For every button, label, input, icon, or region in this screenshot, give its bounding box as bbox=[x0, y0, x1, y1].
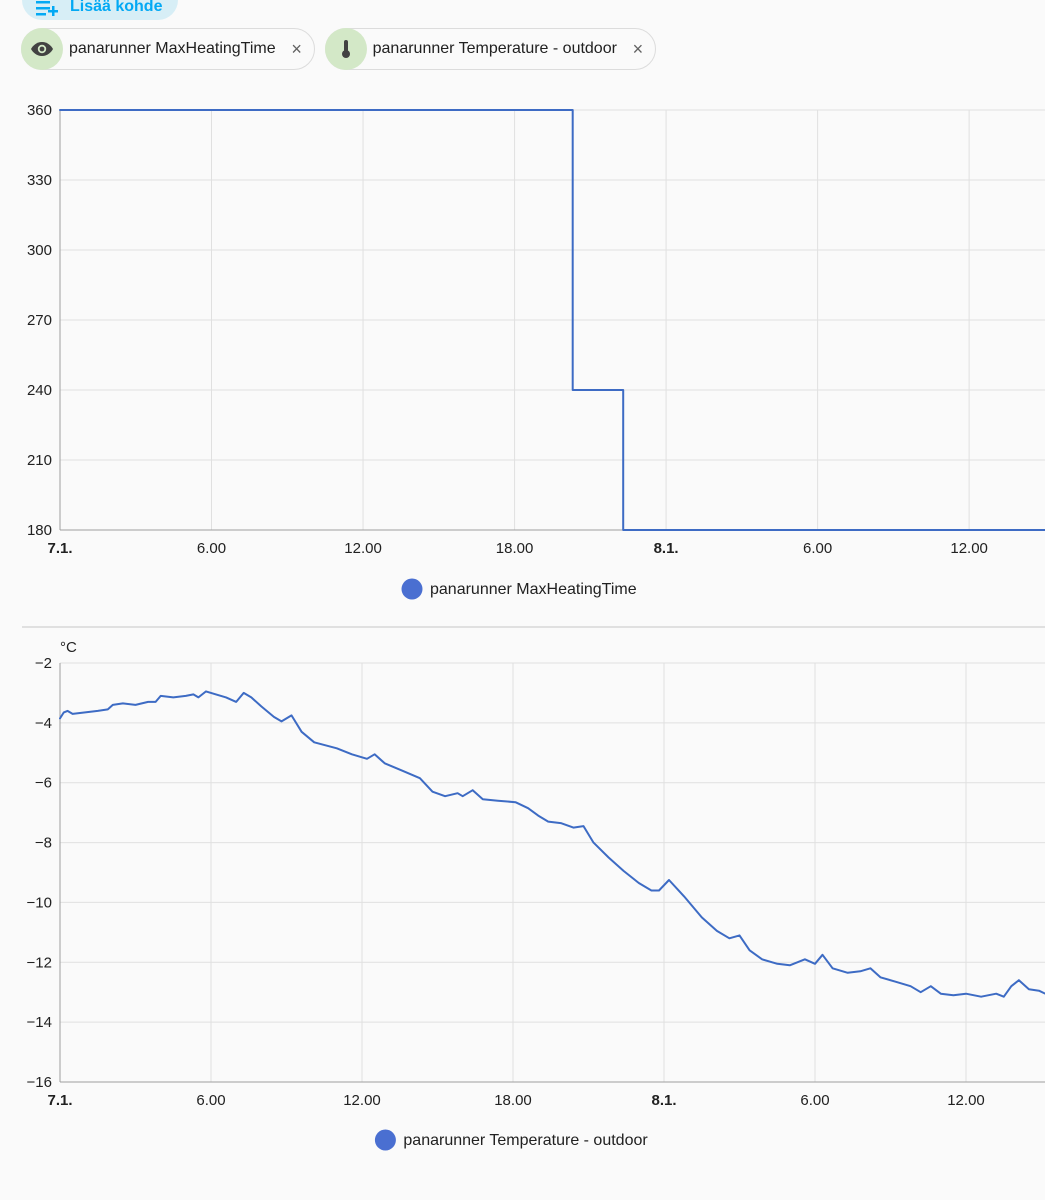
y-tick-label: 210 bbox=[27, 452, 52, 469]
entity-chips: panarunner MaxHeatingTime × panarunner T… bbox=[21, 28, 656, 70]
x-tick-label: 7.1. bbox=[47, 1092, 72, 1109]
max-heating-time-chart: 180 210 240 270 300 330 360 7.1. 6.00 12.00 18.00 8… bbox=[27, 102, 1045, 600]
close-icon[interactable]: × bbox=[632, 39, 644, 59]
legend-label: panarunner MaxHeatingTime bbox=[430, 581, 637, 598]
chart-divider bbox=[22, 626, 1045, 628]
y-tick-label: 360 bbox=[27, 102, 52, 119]
close-icon[interactable]: × bbox=[291, 39, 302, 59]
x-tick-label: 18.00 bbox=[496, 540, 534, 557]
y-tick-label: 270 bbox=[27, 312, 52, 329]
x-tick-label: 12.00 bbox=[344, 540, 382, 557]
x-tick-label: 8.1. bbox=[654, 540, 679, 557]
x-tick-label: 6.00 bbox=[803, 540, 832, 557]
eye-icon bbox=[21, 28, 63, 70]
x-tick-label: 12.00 bbox=[950, 540, 988, 557]
legend-dot bbox=[374, 1129, 396, 1151]
add-list-icon bbox=[36, 0, 62, 16]
x-tick-label: 8.1. bbox=[651, 1092, 676, 1109]
x-tick-label: 6.00 bbox=[196, 1092, 225, 1109]
y-tick-label: −6 bbox=[35, 775, 52, 792]
add-target-button[interactable]: Lisää kohde bbox=[22, 0, 179, 20]
series-line bbox=[59, 690, 1045, 998]
x-tick-label: 12.00 bbox=[343, 1092, 381, 1109]
y-tick-label: 300 bbox=[27, 242, 52, 259]
y-unit-label: °C bbox=[60, 639, 77, 656]
thermometer-icon bbox=[324, 28, 367, 70]
series-line bbox=[59, 109, 1045, 531]
x-tick-label: 12.00 bbox=[947, 1092, 985, 1109]
y-tick-label: −4 bbox=[35, 715, 52, 732]
y-tick-label: 180 bbox=[27, 522, 52, 539]
y-tick-label: −2 bbox=[35, 655, 52, 672]
entity-chip-max-heating-time[interactable]: panarunner MaxHeatingTime × bbox=[21, 28, 315, 70]
y-tick-label: 330 bbox=[27, 172, 52, 189]
chip-label: panarunner MaxHeatingTime bbox=[69, 40, 276, 57]
chip-label: panarunner Temperature - outdoor bbox=[372, 40, 617, 57]
x-tick-label: 18.00 bbox=[494, 1092, 532, 1109]
legend-dot bbox=[401, 578, 423, 600]
x-tick-label: 6.00 bbox=[197, 540, 226, 557]
y-tick-label: −8 bbox=[35, 835, 52, 852]
entity-chip-temperature-outdoor[interactable]: panarunner Temperature - outdoor × bbox=[324, 28, 656, 70]
y-tick-label: −16 bbox=[27, 1074, 52, 1091]
x-tick-label: 7.1. bbox=[47, 540, 72, 557]
y-tick-label: 240 bbox=[27, 382, 52, 399]
temperature-outdoor-chart: −16 −14 −12 −10 −8 −6 −4 −2 7.1. 6.00 12.00 18.00 8.… bbox=[27, 639, 1045, 1151]
add-target-label: Lisää kohde bbox=[70, 0, 163, 15]
y-tick-label: −12 bbox=[27, 954, 52, 971]
x-tick-label: 6.00 bbox=[800, 1092, 829, 1109]
y-tick-label: −10 bbox=[27, 894, 52, 911]
legend-label: panarunner Temperature - outdoor bbox=[403, 1132, 648, 1149]
y-tick-label: −14 bbox=[27, 1014, 52, 1031]
